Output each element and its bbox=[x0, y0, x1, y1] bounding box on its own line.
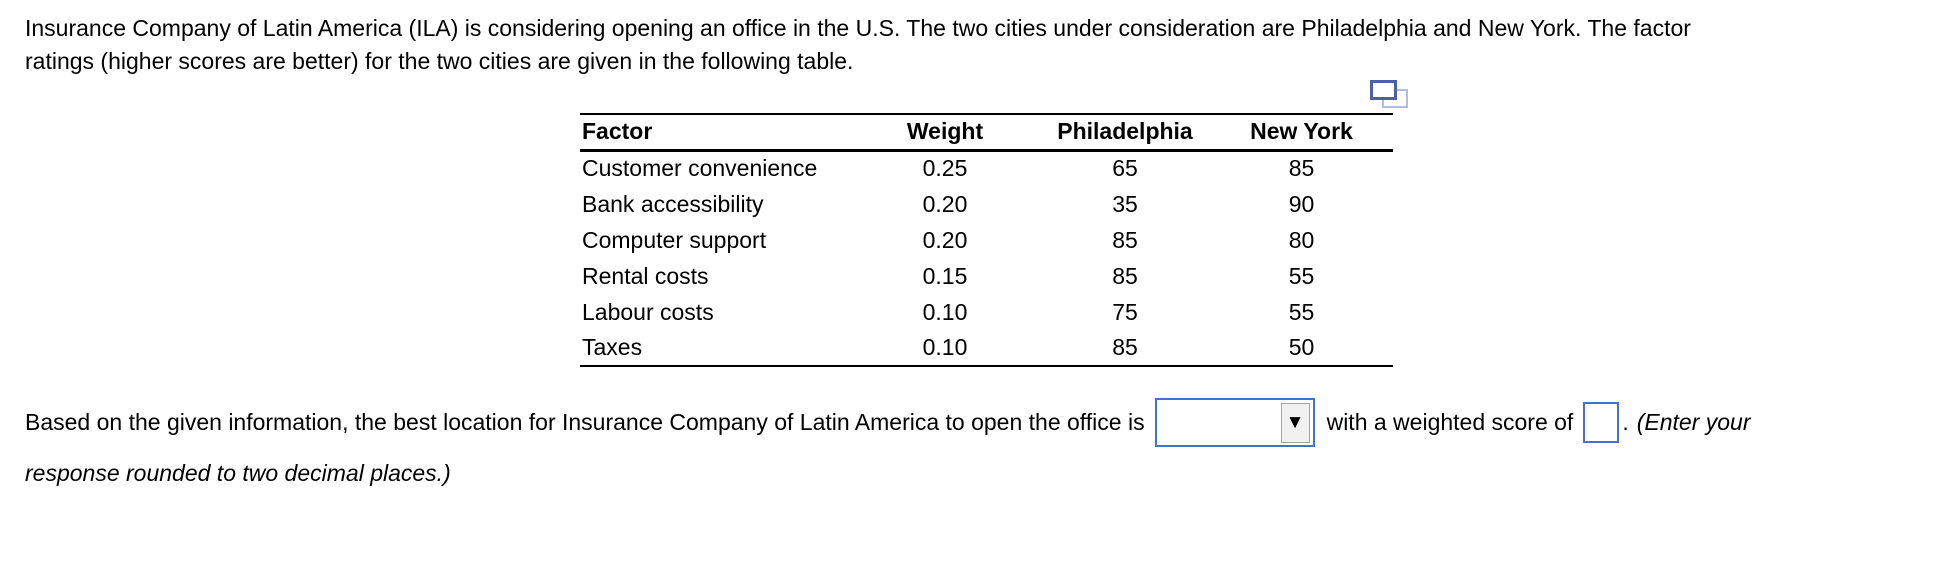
cell-new-york: 85 bbox=[1288, 155, 1315, 182]
cell-factor: Bank accessibility bbox=[582, 190, 764, 217]
table-row: Customer convenience 0.25 65 85 bbox=[580, 150, 1393, 186]
question-area: Based on the given information, the best… bbox=[25, 398, 1750, 487]
cell-weight: 0.25 bbox=[922, 155, 968, 182]
cell-weight: 0.15 bbox=[922, 262, 968, 289]
table-body: Customer convenience 0.25 65 85 Bank acc… bbox=[580, 150, 1393, 366]
weighted-score-input[interactable] bbox=[1583, 402, 1620, 443]
question-text-after-dropdown: with a weighted score of bbox=[1326, 409, 1574, 435]
column-header-factor: Factor bbox=[580, 114, 850, 152]
table-row: Rental costs 0.15 85 55 bbox=[580, 258, 1393, 294]
question-line: Based on the given information, the best… bbox=[25, 398, 1750, 447]
column-header-weight: Weight bbox=[850, 114, 1040, 152]
cell-factor: Labour costs bbox=[582, 298, 714, 325]
table-header-row: Factor Weight Philadelphia New York bbox=[580, 114, 1393, 152]
chevron-down-icon: ▼ bbox=[1285, 412, 1305, 433]
cell-factor: Rental costs bbox=[582, 262, 709, 289]
location-dropdown[interactable]: ▼ bbox=[1154, 398, 1315, 447]
cell-new-york: 50 bbox=[1288, 334, 1315, 360]
period-text: . bbox=[1622, 409, 1629, 435]
table-row: Computer support 0.20 85 80 bbox=[580, 222, 1393, 258]
factor-table-container: Factor Weight Philadelphia New York Cust… bbox=[580, 80, 1408, 367]
instruction-italic-start: (Enter your bbox=[1636, 409, 1751, 435]
problem-statement-line-1: Insurance Company of Latin America (ILA)… bbox=[25, 15, 1691, 41]
cell-philadelphia: 35 bbox=[1112, 190, 1138, 217]
copy-table-icon[interactable] bbox=[1370, 80, 1414, 111]
cell-philadelphia: 75 bbox=[1112, 298, 1138, 325]
cell-new-york: 80 bbox=[1288, 226, 1315, 253]
cell-factor: Computer support bbox=[582, 226, 767, 253]
cell-weight: 0.10 bbox=[922, 298, 968, 325]
copy-icon-front-rect bbox=[1370, 80, 1397, 100]
cell-factor: Customer convenience bbox=[582, 155, 818, 182]
problem-statement-line-2: ratings (higher scores are better) for t… bbox=[25, 48, 854, 74]
cell-philadelphia: 85 bbox=[1112, 226, 1138, 253]
question-text-before-dropdown: Based on the given information, the best… bbox=[25, 409, 1145, 435]
instruction-italic-continued: response rounded to two decimal places.) bbox=[25, 460, 451, 486]
cell-weight: 0.20 bbox=[922, 226, 968, 253]
cell-new-york: 55 bbox=[1288, 298, 1315, 325]
column-header-new-york: New York bbox=[1210, 114, 1393, 152]
cell-philadelphia: 85 bbox=[1112, 262, 1138, 289]
cell-new-york: 90 bbox=[1288, 190, 1315, 217]
cell-philadelphia: 65 bbox=[1112, 155, 1138, 182]
table-row: Bank accessibility 0.20 35 90 bbox=[580, 186, 1393, 222]
cell-new-york: 55 bbox=[1288, 262, 1315, 289]
table-row: Labour costs 0.10 75 55 bbox=[580, 294, 1393, 330]
cell-weight: 0.10 bbox=[922, 334, 968, 360]
factor-ratings-table: Factor Weight Philadelphia New York Cust… bbox=[580, 113, 1393, 367]
dropdown-arrow-button[interactable]: ▼ bbox=[1280, 402, 1310, 443]
cell-weight: 0.20 bbox=[922, 190, 968, 217]
problem-statement: Insurance Company of Latin America (ILA)… bbox=[25, 12, 1691, 78]
column-header-philadelphia: Philadelphia bbox=[1040, 114, 1210, 152]
cell-factor: Taxes bbox=[582, 334, 643, 360]
cell-philadelphia: 85 bbox=[1112, 334, 1138, 360]
table-row: Taxes 0.10 85 50 bbox=[580, 330, 1393, 366]
